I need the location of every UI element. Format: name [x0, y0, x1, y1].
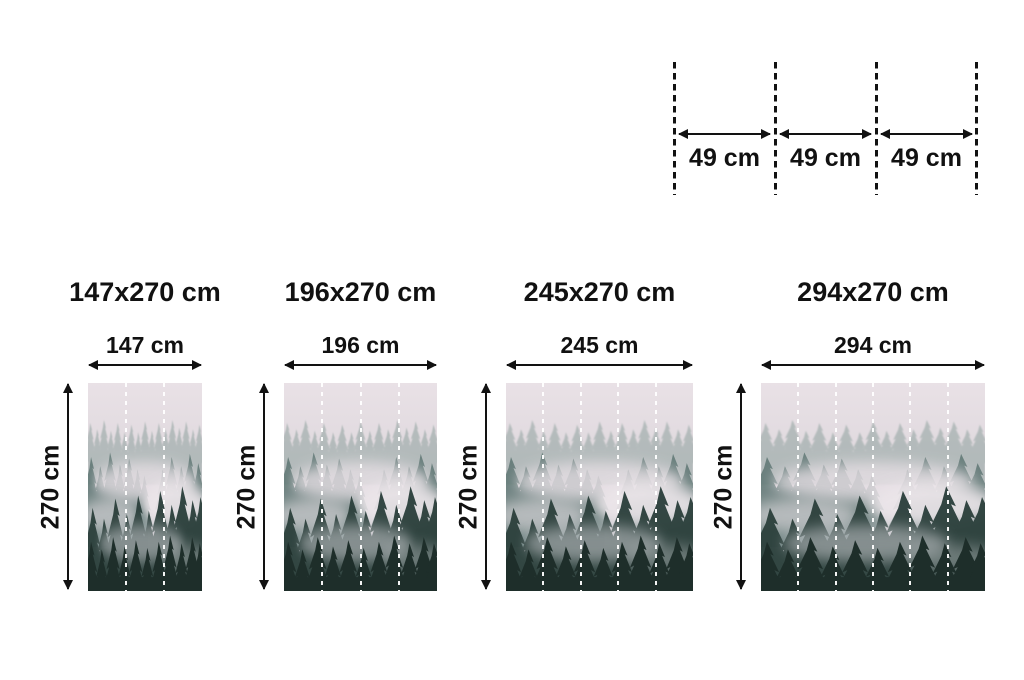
panel-divider-overlay [284, 383, 437, 591]
height-arrow [485, 384, 487, 589]
panel-width-segment: 49 cm [674, 62, 775, 195]
size-option-147x270: 147x270 cm 147 cm 270 cm [37, 278, 221, 591]
height-arrow [67, 384, 69, 589]
panel-width-guide: 49 cm 49 cm 49 cm [673, 62, 978, 195]
panel-width-label: 49 cm [689, 144, 760, 172]
mural-preview-foggy-forest [761, 383, 985, 591]
height-dimension-label: 270 cm [232, 444, 261, 530]
size-title: 147x270 cm [69, 277, 221, 307]
panel-width-arrow [679, 133, 770, 135]
size-title: 245x270 cm [523, 277, 676, 307]
height-dimension-label: 270 cm [454, 444, 483, 530]
mural-preview-foggy-forest [284, 383, 437, 591]
panel-divider-line [162, 383, 165, 591]
panel-divider-line [654, 383, 657, 591]
mural-preview-foggy-forest [88, 383, 202, 591]
width-dimension-label: 147 cm [105, 332, 185, 358]
width-dimension-label: 294 cm [833, 332, 913, 358]
panel-divider-line [397, 383, 400, 591]
panel-width-segment: 49 cm [775, 62, 876, 195]
width-arrow [762, 364, 984, 366]
panel-divider-overlay [506, 383, 693, 591]
panel-divider-line [834, 383, 837, 591]
width-arrow [89, 364, 201, 366]
panel-divider-line [321, 383, 324, 591]
size-title: 196x270 cm [284, 277, 437, 307]
panel-divider-overlay [88, 383, 202, 591]
panel-width-label: 49 cm [790, 144, 861, 172]
size-option-245x270: 245x270 cm 245 cm 270 cm [455, 278, 693, 591]
panel-guide-dashed-line [774, 62, 777, 195]
size-option-294x270: 294x270 cm 294 cm 270 cm [710, 278, 985, 591]
panel-divider-line [946, 383, 949, 591]
panel-guide-dashed-line [975, 62, 978, 195]
mural-preview-foggy-forest [506, 383, 693, 591]
panel-divider-line [617, 383, 620, 591]
width-arrow [285, 364, 436, 366]
panel-guide-dashed-line [875, 62, 878, 195]
panel-divider-line [124, 383, 127, 591]
panel-guide-dashed-line [673, 62, 676, 195]
width-dimension-label: 196 cm [321, 332, 400, 358]
size-title: 294x270 cm [797, 277, 949, 307]
panel-divider-line [579, 383, 582, 591]
panel-divider-line [872, 383, 874, 591]
width-dimension-label: 245 cm [560, 332, 639, 358]
panel-width-segment: 49 cm [876, 62, 977, 195]
panel-width-label: 49 cm [891, 144, 962, 172]
width-arrow [507, 364, 692, 366]
panel-divider-line [797, 383, 800, 591]
panel-divider-line [909, 383, 912, 591]
panel-width-arrow [881, 133, 972, 135]
size-option-196x270: 196x270 cm 196 cm 270 cm [233, 278, 437, 591]
height-arrow [263, 384, 265, 589]
panel-divider-line [359, 383, 362, 591]
height-dimension-label: 270 cm [709, 444, 738, 530]
panel-width-arrow [780, 133, 871, 135]
panel-divider-overlay [761, 383, 985, 591]
panel-divider-line [542, 383, 545, 591]
height-dimension-label: 270 cm [36, 444, 65, 530]
height-arrow [740, 384, 742, 589]
